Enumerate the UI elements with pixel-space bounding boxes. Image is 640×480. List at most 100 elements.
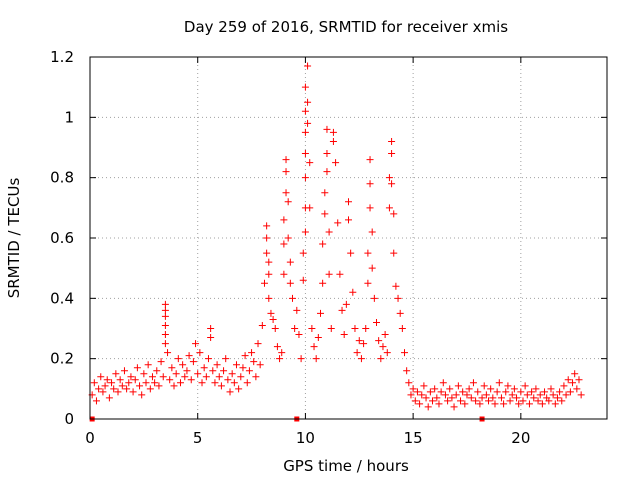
data-point — [265, 258, 273, 266]
data-point — [284, 234, 292, 242]
data-point — [538, 400, 546, 408]
data-point — [213, 361, 221, 369]
data-point — [392, 282, 400, 290]
data-point — [403, 367, 411, 375]
data-point — [101, 382, 109, 390]
data-point — [469, 379, 477, 387]
data-point — [243, 379, 251, 387]
data-point — [291, 325, 299, 332]
data-point — [179, 361, 187, 369]
data-point — [194, 370, 202, 378]
data-point — [422, 394, 430, 402]
data-point — [362, 325, 370, 332]
data-point — [217, 382, 225, 390]
data-point — [353, 349, 361, 357]
data-point — [99, 388, 107, 396]
data-point — [510, 385, 518, 393]
data-point — [224, 376, 232, 384]
data-point — [299, 249, 307, 257]
data-point — [553, 394, 561, 402]
data-point — [342, 300, 350, 308]
data-point — [166, 376, 174, 384]
data-point — [282, 168, 290, 176]
data-point — [444, 397, 452, 405]
data-point — [319, 279, 327, 287]
data-point — [446, 385, 454, 393]
data-point — [360, 340, 368, 348]
data-point — [485, 397, 493, 405]
data-point — [310, 343, 318, 351]
data-point — [497, 394, 505, 402]
data-point — [368, 228, 376, 236]
data-point — [228, 370, 236, 378]
data-point — [196, 349, 204, 357]
data-point — [345, 216, 352, 224]
data-point — [103, 376, 111, 384]
data-point — [515, 400, 523, 408]
data-point — [321, 189, 329, 197]
data-point — [105, 394, 113, 402]
data-point — [183, 367, 191, 375]
data-point — [336, 270, 344, 278]
x-tick-label: 10 — [296, 429, 315, 447]
data-point — [429, 397, 437, 405]
data-point — [560, 382, 568, 390]
data-point — [314, 334, 322, 342]
data-point — [120, 367, 128, 375]
data-point — [463, 391, 471, 399]
data-point — [301, 128, 309, 136]
data-point — [280, 270, 288, 278]
data-point — [161, 321, 169, 329]
data-point — [155, 382, 163, 390]
data-point — [530, 394, 538, 402]
data-point — [301, 107, 309, 115]
data-point — [562, 391, 570, 399]
data-point — [508, 391, 516, 399]
data-point — [491, 400, 499, 408]
data-point — [159, 373, 167, 381]
data-point — [304, 62, 312, 70]
x-tick-label: 0 — [85, 429, 95, 447]
data-point — [506, 397, 514, 405]
data-point — [181, 373, 189, 381]
data-point — [454, 382, 462, 390]
data-point — [241, 352, 249, 360]
data-point — [441, 391, 449, 399]
data-point — [200, 364, 208, 372]
data-point — [405, 379, 413, 387]
data-point — [551, 400, 559, 408]
data-point — [513, 394, 521, 402]
data-point — [413, 388, 421, 396]
data-point — [364, 249, 372, 257]
data-point — [127, 373, 135, 381]
data-point — [433, 394, 441, 402]
data-point — [366, 156, 374, 164]
data-point — [204, 355, 212, 363]
data-point — [495, 379, 503, 387]
data-point — [450, 403, 458, 411]
data-point — [118, 382, 126, 390]
data-point — [116, 376, 124, 384]
data-point — [323, 168, 331, 176]
data-point — [284, 198, 292, 206]
data-point — [288, 294, 296, 302]
y-tick-label: 1.2 — [50, 48, 74, 66]
x-axis-label: GPS time / hours — [283, 457, 409, 475]
data-point — [390, 210, 398, 218]
data-point — [459, 388, 467, 396]
data-point — [258, 321, 266, 329]
data-point — [142, 379, 150, 387]
data-point — [301, 228, 309, 236]
data-point — [239, 364, 247, 372]
data-point — [439, 379, 447, 387]
data-point — [571, 370, 579, 378]
data-point — [452, 391, 460, 399]
data-point — [521, 382, 529, 390]
data-point — [394, 294, 402, 302]
data-point — [532, 385, 540, 393]
data-point — [504, 382, 512, 390]
data-point — [207, 334, 215, 342]
data-point — [157, 358, 165, 366]
data-point — [528, 388, 536, 396]
data-point — [323, 150, 331, 158]
